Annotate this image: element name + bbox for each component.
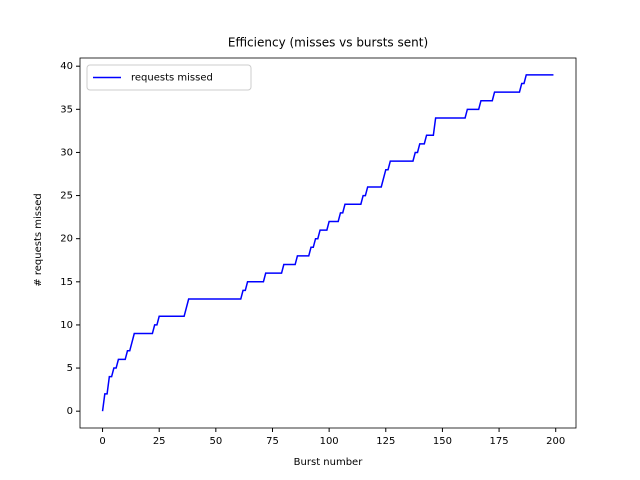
x-tick-label: 200	[546, 436, 565, 447]
y-tick-label: 30	[60, 147, 73, 158]
plot-frame	[79, 57, 577, 429]
x-tick-label: 150	[433, 436, 452, 447]
y-tick-label: 25	[60, 191, 73, 202]
x-tick-label: 175	[490, 436, 509, 447]
x-tick-label: 50	[209, 436, 222, 447]
y-tick-label: 15	[60, 277, 73, 288]
x-tick-label: 75	[266, 436, 279, 447]
x-tick-label: 100	[320, 436, 339, 447]
y-tick-label: 20	[60, 234, 73, 245]
x-axis-label: Burst number	[294, 457, 364, 468]
y-axis-label: # requests missed	[33, 193, 44, 286]
x-tick-label: 125	[376, 436, 395, 447]
y-tick-label: 5	[67, 363, 73, 374]
y-tick-label: 35	[60, 104, 73, 115]
chart-title: Efficiency (misses vs bursts sent)	[228, 36, 428, 50]
legend-label: requests missed	[131, 73, 213, 84]
y-tick-label: 40	[60, 61, 73, 72]
x-tick-label: 25	[153, 436, 166, 447]
y-tick-label: 0	[67, 406, 73, 417]
x-tick-label: 0	[99, 436, 105, 447]
legend-box	[86, 64, 252, 91]
data-line	[101, 74, 554, 412]
y-tick-label: 10	[60, 320, 73, 331]
